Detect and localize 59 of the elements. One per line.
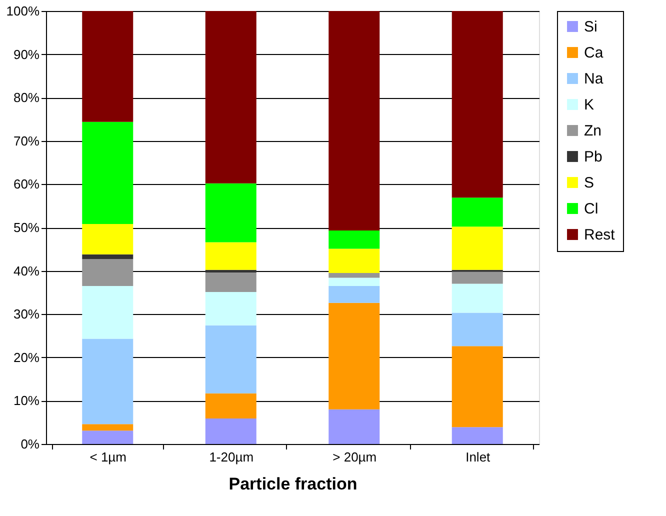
bar <box>205 393 256 418</box>
bar <box>452 346 503 428</box>
bar <box>205 11 256 184</box>
bar <box>82 224 134 254</box>
y-tick-label: 60% <box>13 176 40 192</box>
bar <box>205 325 256 394</box>
bar <box>328 302 380 410</box>
legend-label: Si <box>584 18 598 36</box>
legend-label: Cl <box>584 200 598 218</box>
bar <box>82 424 134 431</box>
x-tick-label: > 20µm <box>332 450 377 464</box>
legend-label: Ca <box>584 44 604 62</box>
bar <box>82 430 134 444</box>
y-tick-label: 70% <box>13 133 40 148</box>
bar <box>205 270 256 273</box>
bar <box>328 272 380 278</box>
bar <box>452 226 503 270</box>
bar <box>328 409 380 444</box>
x-tick-label: < 1µm <box>90 450 127 464</box>
bar <box>452 11 503 198</box>
y-tick-label: 100% <box>6 4 40 18</box>
bar <box>328 248 380 273</box>
legend-label: Zn <box>584 122 602 140</box>
y-tick-label: 40% <box>13 263 40 278</box>
y-tick-label: 50% <box>13 220 40 235</box>
y-tick-label: 90% <box>13 46 40 62</box>
bar <box>205 418 256 444</box>
bar <box>328 11 380 231</box>
bar <box>82 122 134 224</box>
legend-label: Na <box>584 70 604 88</box>
bar <box>328 278 380 286</box>
bar <box>205 272 256 292</box>
bar <box>328 286 380 303</box>
legend-label: S <box>584 174 594 192</box>
bar <box>452 312 503 346</box>
x-tick-label: 1-20µm <box>209 450 254 464</box>
bar <box>82 254 134 260</box>
legend-label: Pb <box>584 148 602 166</box>
bar <box>205 242 256 270</box>
bar <box>205 183 256 242</box>
legend-label: Rest <box>584 226 616 244</box>
bar <box>205 292 256 326</box>
bar <box>452 198 503 227</box>
y-tick-label: 30% <box>13 306 40 322</box>
y-tick-label: 10% <box>13 393 40 408</box>
bar <box>452 427 503 444</box>
y-tick-label: 20% <box>13 350 40 365</box>
bar <box>82 286 134 339</box>
y-tick-label: 80% <box>13 90 40 106</box>
x-tick-label: Inlet <box>466 450 491 464</box>
y-tick-label: 0% <box>20 436 40 452</box>
bar <box>452 272 503 284</box>
legend-label: K <box>584 96 594 114</box>
bar <box>328 230 380 249</box>
bar <box>82 11 134 122</box>
bar <box>82 259 134 286</box>
bar <box>452 284 503 313</box>
x-axis-title: Particle fraction <box>228 474 358 494</box>
bar <box>82 338 134 424</box>
